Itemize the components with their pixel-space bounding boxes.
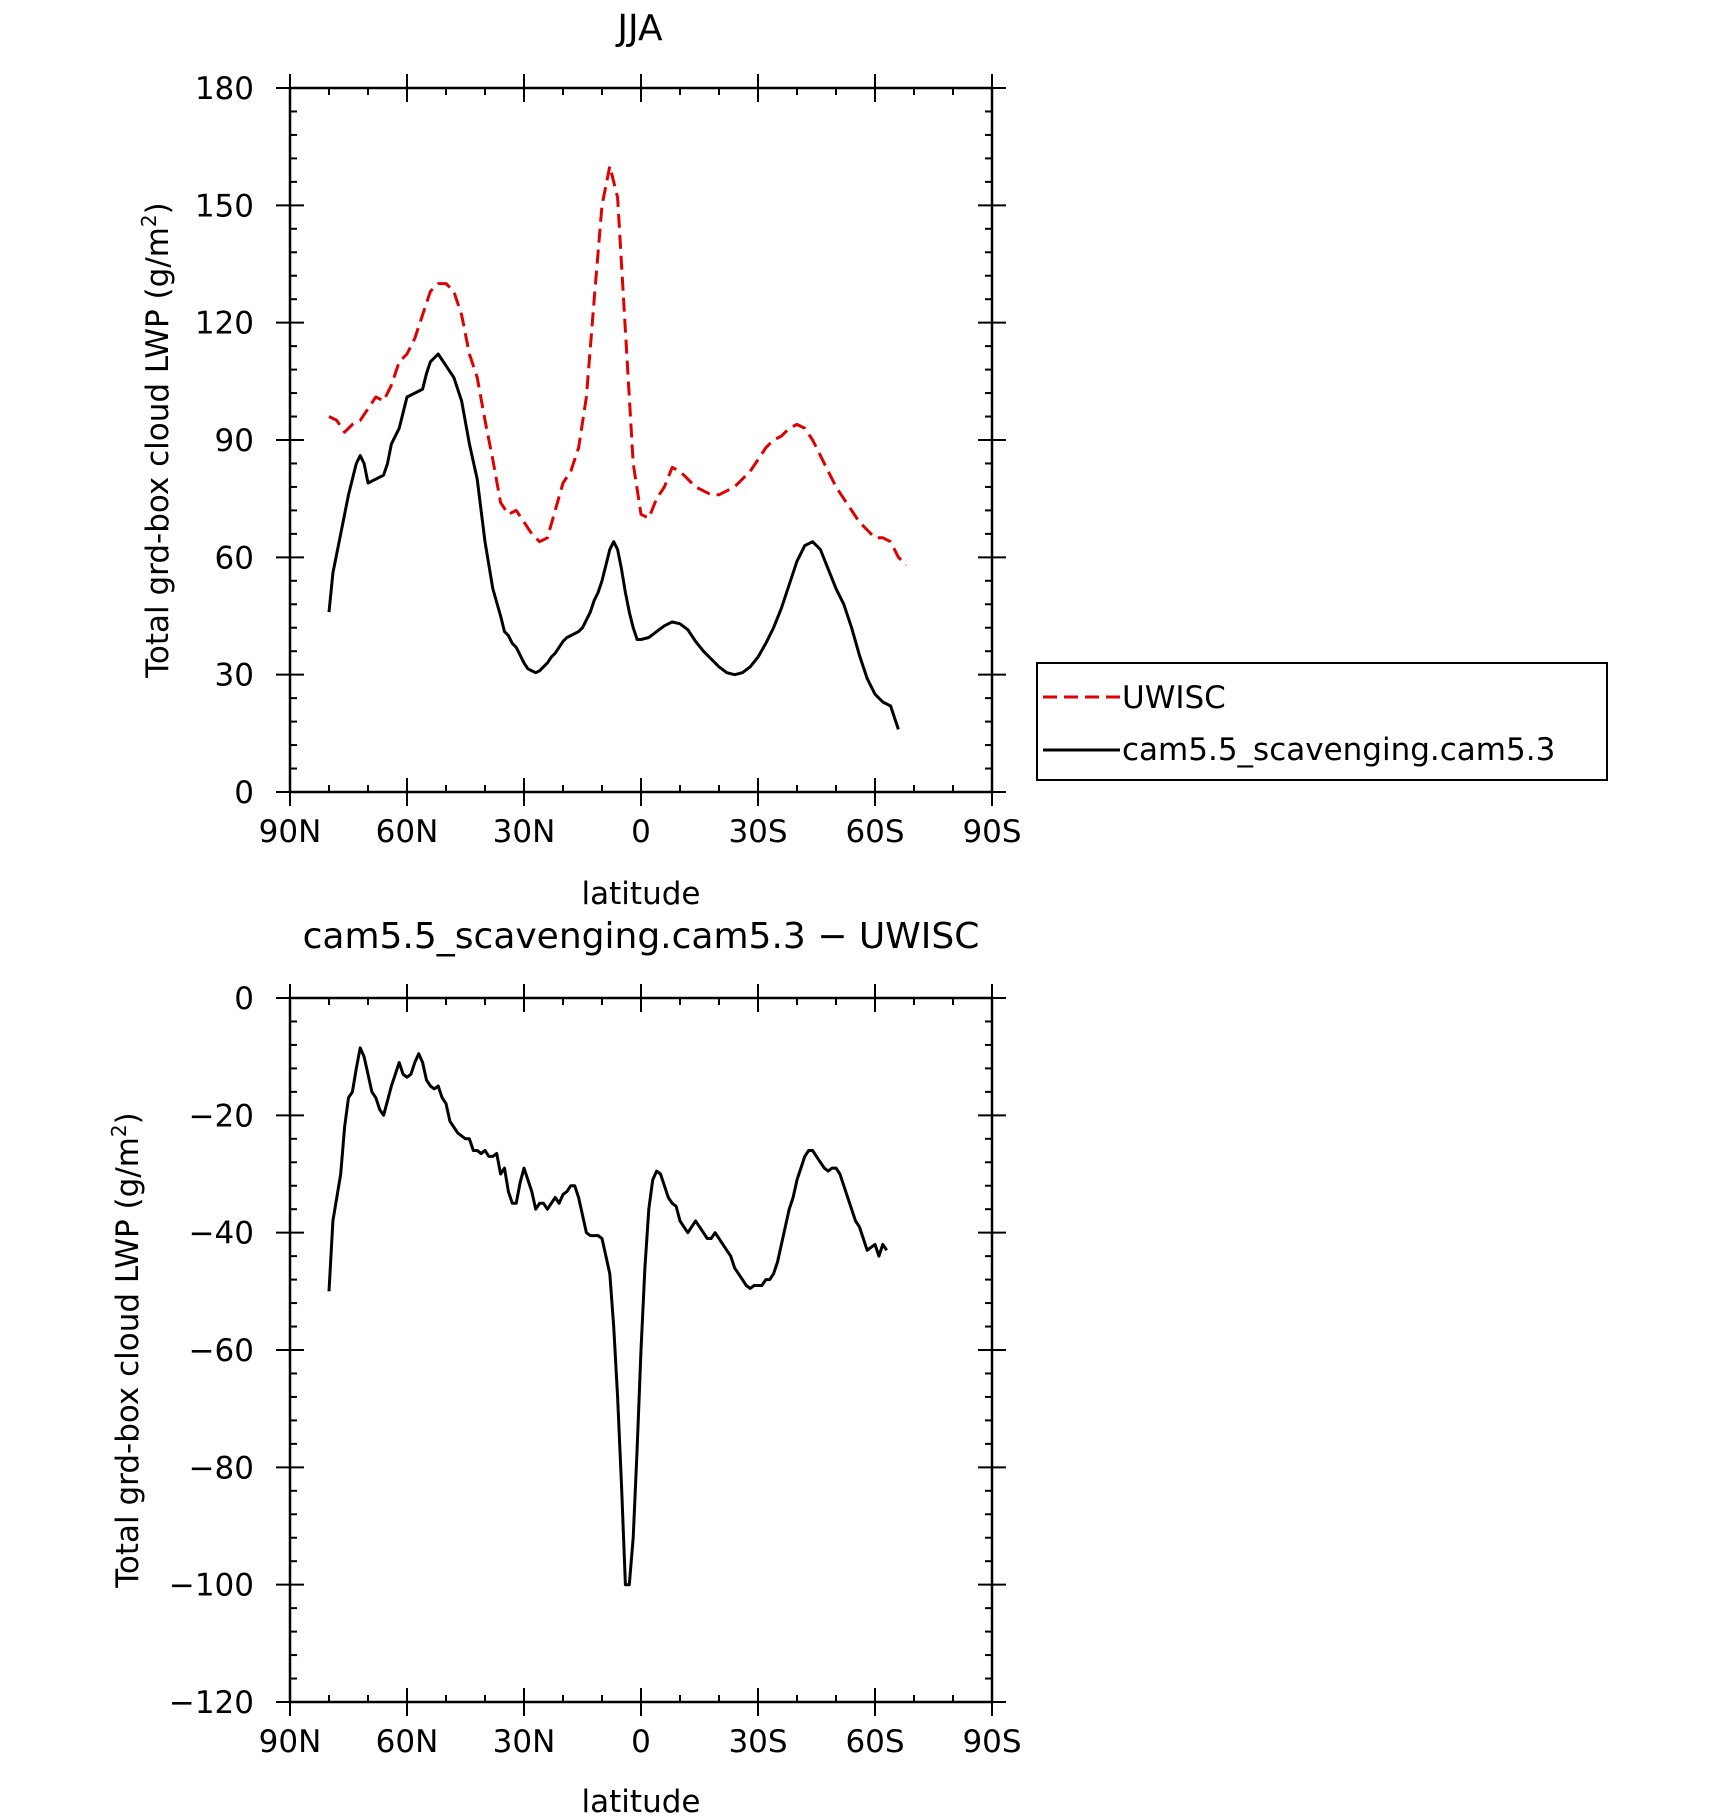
x-tick-label: 0 [631,1724,651,1760]
top-y-axis-title-text: Total grd-box cloud LWP (g/m [140,227,176,679]
x-tick-label: 60S [845,814,904,850]
x-tick-label: 90N [259,1724,322,1760]
bottom-axis-ticks: 90N 60N 30N 0 30S 60S 90S 0 −20 −40 −60 −80 −100 −120 [169,981,1022,1760]
y-tick-label: −100 [169,1568,254,1604]
x-tick-label: 60S [845,1724,904,1760]
top-axis-ticks: 90N 60N 30N 0 30S 60S 90S 0 30 60 90 120 150 180 [195,71,1022,850]
y-tick-label: −120 [169,1685,254,1721]
x-tick-label: 90S [962,1724,1021,1760]
y-tick-label: −40 [189,1216,254,1252]
top-series-group [327,164,908,730]
x-tick-label: 0 [631,814,651,850]
bottom-y-axis-title-sup: 2 [107,1124,131,1137]
bottom-chart-title: cam5.5_scavenging.cam5.3 − UWISC [303,916,980,957]
x-tick-label: 30S [728,814,787,850]
x-tick-label: 30N [493,814,556,850]
top-chart-title: JJA [615,8,663,49]
y-tick-label: 90 [215,423,254,459]
y-tick-label: −80 [189,1450,254,1486]
top-panel: JJA 90N 60N 30N 0 30S 60S 90S0306090120150180 … [137,8,1608,912]
legend-label-cam5: cam5.5_scavenging.cam5.3 [1122,732,1555,768]
y-tick-label: 30 [215,658,254,694]
x-tick-label: 30S [728,1724,787,1760]
x-tick-label: 90N [259,814,322,850]
y-tick-label: 0 [234,775,254,811]
y-tick-label: 60 [215,540,254,576]
x-tick-label: 30N [493,1724,556,1760]
top-y-axis-title-sup: 2 [137,214,161,227]
series-line-cam5-5-scavenging-cam5-3 [327,352,900,730]
legend-box [1036,662,1608,781]
top-y-axis-title-close: ) [140,202,176,214]
y-tick-label: 0 [234,981,254,1017]
top-plot-frame [288,86,994,794]
top-y-axis-title: Total grd-box cloud LWP (g/m2) [137,202,176,679]
bottom-panel: cam5.5_scavenging.cam5.3 − UWISC 90N 60N 3… [107,916,1022,1816]
x-tick-label: 60N [376,1724,439,1760]
series-line-uwisc [328,164,908,567]
bottom-x-axis-title: latitude [582,1784,701,1816]
series-line-difference [327,1046,888,1587]
y-tick-label: −20 [189,1098,254,1134]
bottom-y-axis-title: Total grd-box cloud LWP (g/m2) [107,1112,146,1589]
bottom-series-group [327,1046,888,1587]
y-tick-label: 120 [195,306,254,342]
legend-label-uwisc: UWISC [1122,680,1226,716]
top-x-axis-title: latitude [582,876,701,912]
y-tick-label: 150 [195,188,254,224]
bottom-y-axis-title-text: Total grd-box cloud LWP (g/m [110,1137,146,1589]
bottom-y-axis-title-close: ) [110,1112,146,1124]
y-tick-label: −60 [189,1333,254,1369]
x-tick-label: 60N [376,814,439,850]
legend: UWISC cam5.5_scavenging.cam5.3 [1036,662,1608,781]
y-tick-label: 180 [195,71,254,107]
x-tick-label: 90S [962,814,1021,850]
